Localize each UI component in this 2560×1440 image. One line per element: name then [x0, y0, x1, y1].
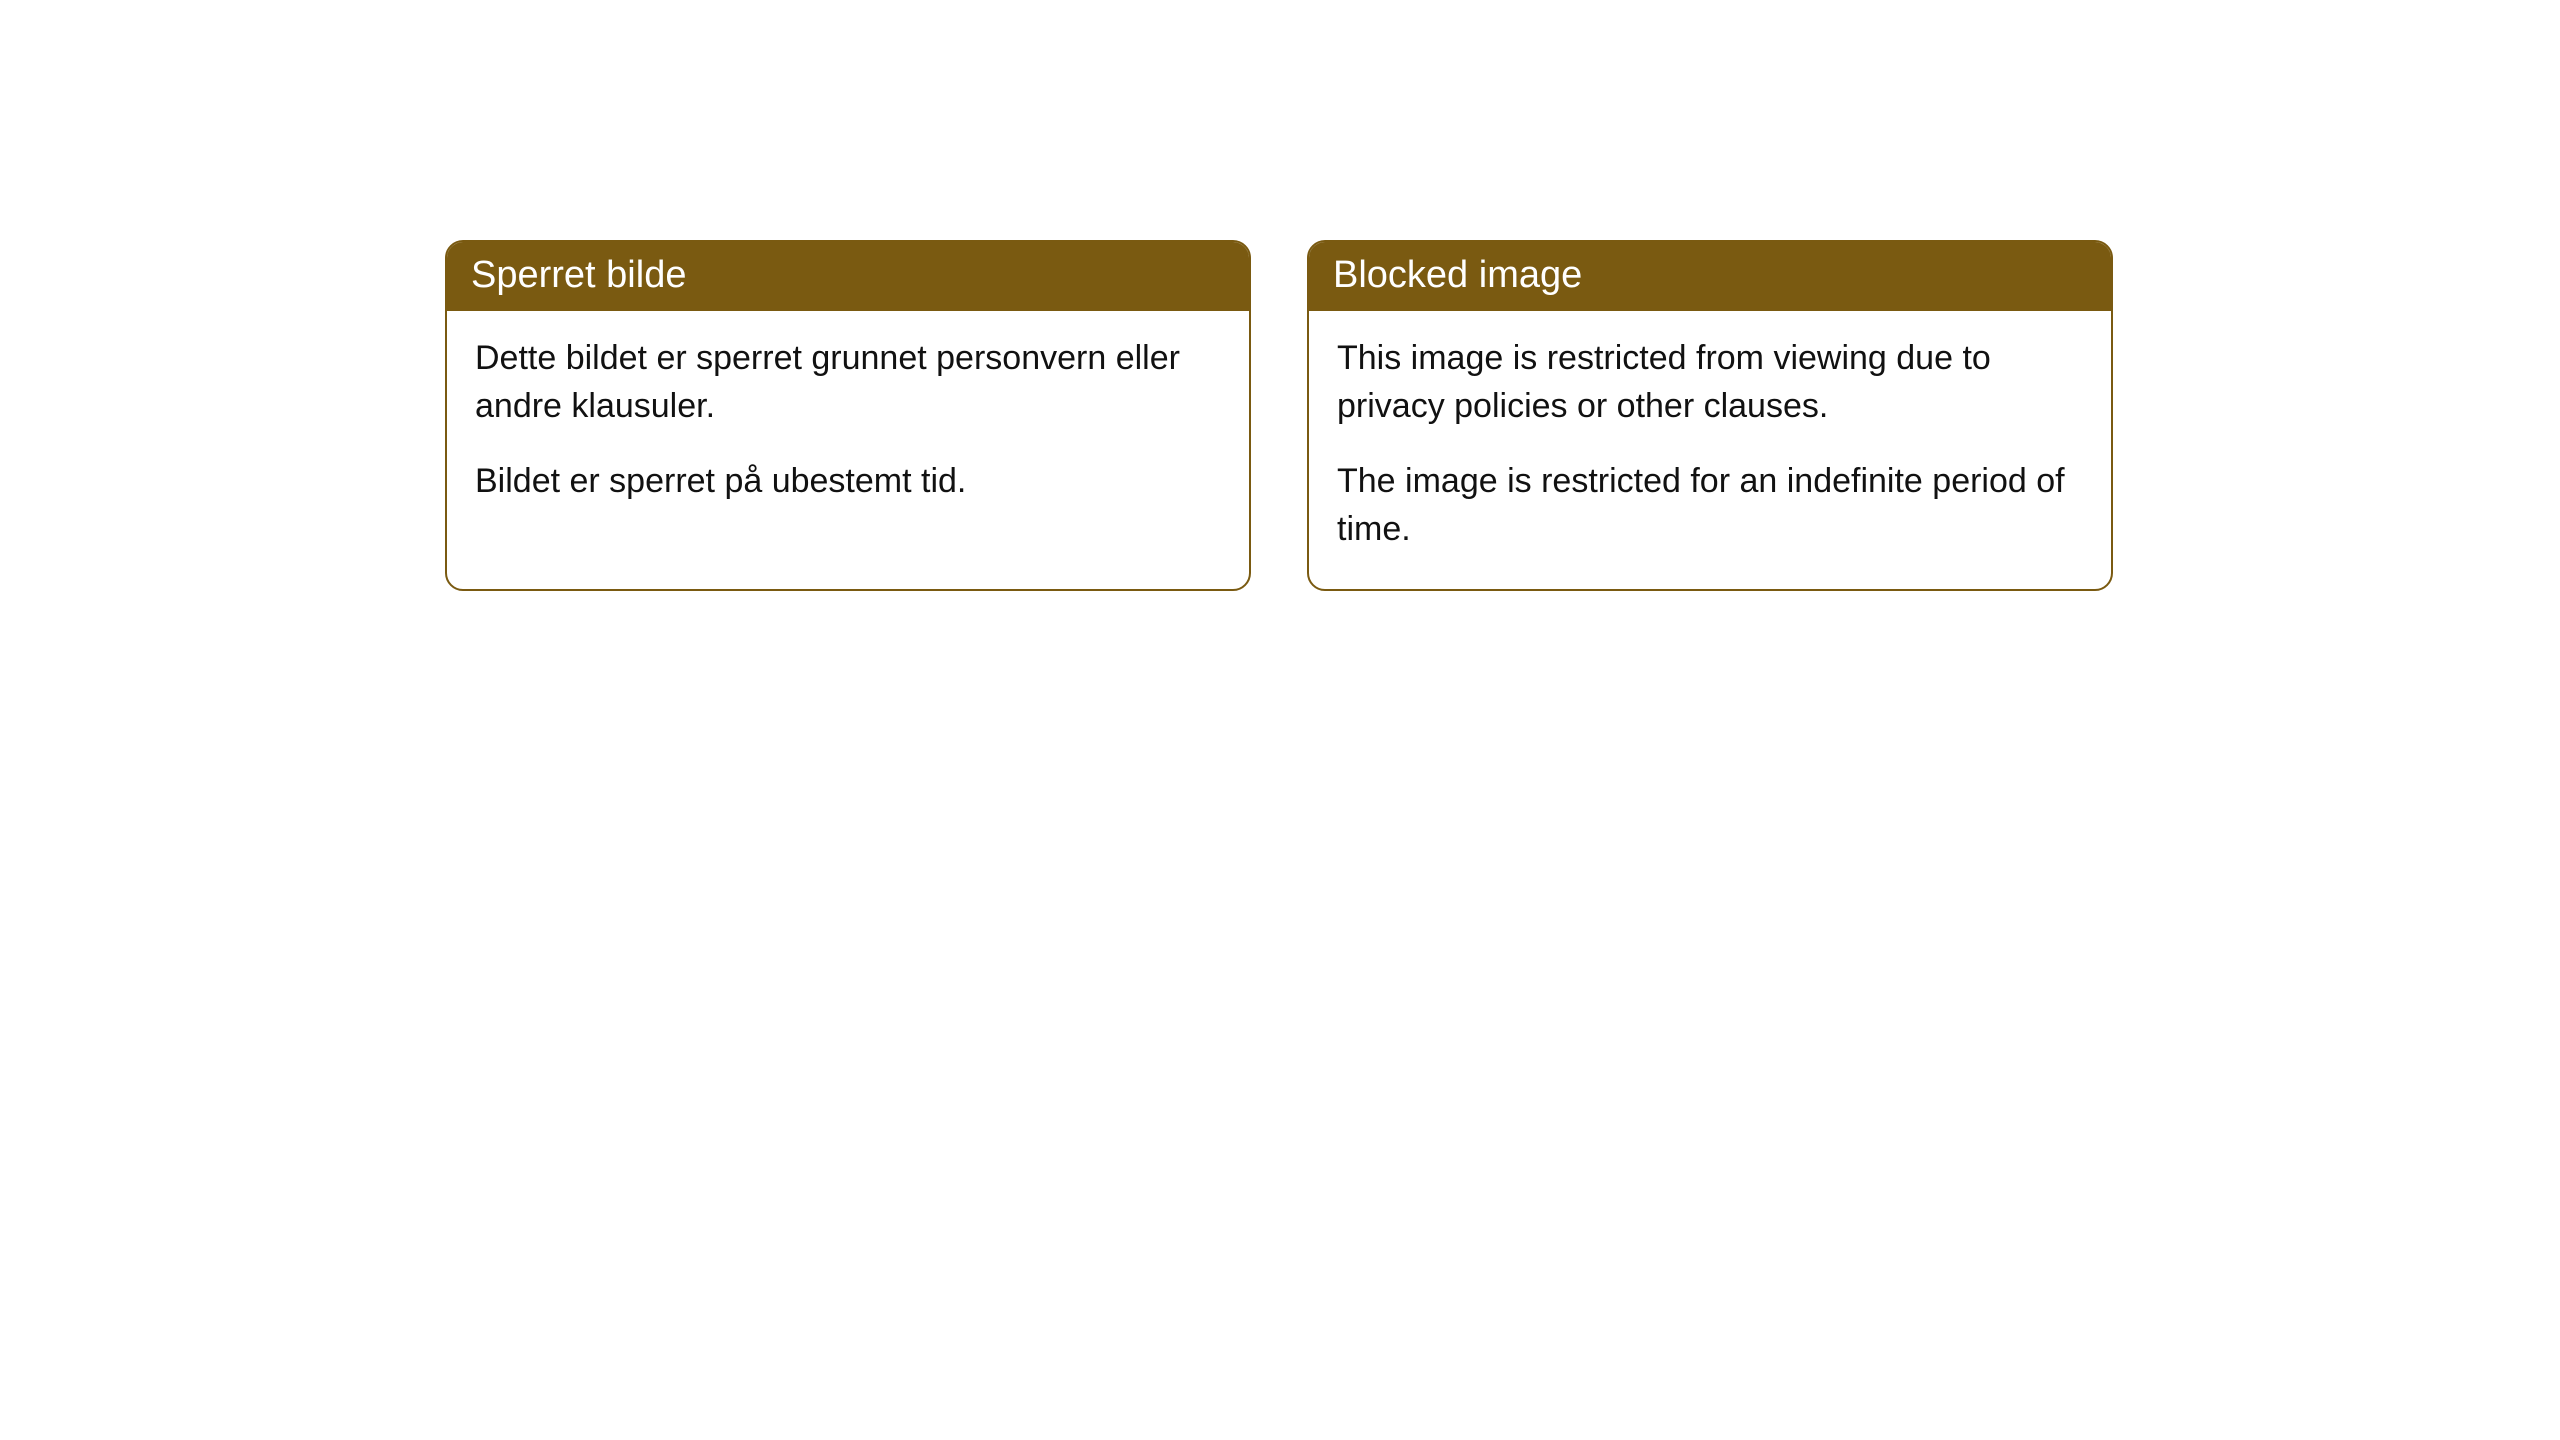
card-paragraph: Dette bildet er sperret grunnet personve…	[475, 335, 1221, 430]
cards-container: Sperret bilde Dette bildet er sperret gr…	[445, 240, 2560, 591]
card-paragraph: The image is restricted for an indefinit…	[1337, 458, 2083, 553]
blocked-image-card-en: Blocked image This image is restricted f…	[1307, 240, 2113, 591]
card-body: Dette bildet er sperret grunnet personve…	[447, 311, 1249, 542]
card-paragraph: This image is restricted from viewing du…	[1337, 335, 2083, 430]
card-paragraph: Bildet er sperret på ubestemt tid.	[475, 458, 1221, 506]
card-body: This image is restricted from viewing du…	[1309, 311, 2111, 589]
blocked-image-card-no: Sperret bilde Dette bildet er sperret gr…	[445, 240, 1251, 591]
card-header: Sperret bilde	[447, 242, 1249, 311]
card-header: Blocked image	[1309, 242, 2111, 311]
